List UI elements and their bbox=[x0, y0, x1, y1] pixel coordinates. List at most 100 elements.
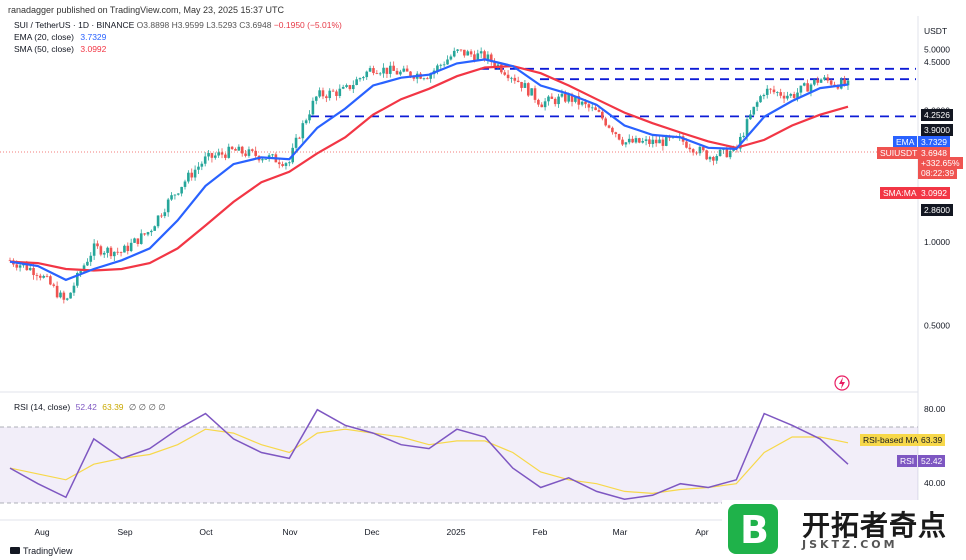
candle-body bbox=[483, 51, 486, 60]
candle-body bbox=[133, 238, 136, 243]
candle-body bbox=[99, 246, 103, 255]
candle-body bbox=[728, 150, 732, 158]
candle-body bbox=[819, 79, 823, 83]
candle-body bbox=[32, 267, 35, 276]
candle-body bbox=[479, 51, 483, 54]
candle-body bbox=[163, 212, 167, 217]
sma-line bbox=[9, 64, 849, 272]
candle-body bbox=[829, 80, 833, 85]
month-tick-label: Oct bbox=[199, 527, 213, 537]
candle-body bbox=[170, 195, 173, 200]
watermark-cn: 开拓者奇点 bbox=[802, 509, 948, 542]
candle-body bbox=[597, 110, 601, 112]
candle-body bbox=[594, 107, 597, 111]
candle-body bbox=[786, 95, 789, 99]
month-tick-label: Feb bbox=[533, 527, 548, 537]
candle-body bbox=[590, 107, 594, 109]
month-tick-label: Sep bbox=[117, 527, 132, 537]
candle-body bbox=[644, 139, 648, 141]
candle-body bbox=[641, 140, 645, 143]
candle-body bbox=[338, 88, 342, 96]
candle-body bbox=[577, 96, 581, 105]
candle-body bbox=[833, 84, 836, 86]
sma-tag-name: SMA:MA bbox=[880, 187, 920, 199]
candle-body bbox=[35, 275, 39, 276]
candle-body bbox=[230, 146, 234, 150]
candle-body bbox=[187, 172, 190, 182]
candle-body bbox=[65, 298, 69, 300]
candle-body bbox=[634, 138, 638, 143]
candle-body bbox=[331, 90, 335, 92]
candle-body bbox=[574, 96, 577, 102]
rsi-tag-value: 52.42 bbox=[918, 455, 946, 467]
candle-body bbox=[392, 65, 395, 71]
watermark-url: JSKTZ.COM bbox=[802, 538, 898, 551]
candle-body bbox=[809, 84, 813, 92]
candle-body bbox=[126, 245, 130, 252]
ema-legend-label: EMA (20, close) bbox=[14, 32, 74, 42]
candle-body bbox=[449, 56, 453, 60]
candle-body bbox=[564, 93, 567, 102]
lightning-icon[interactable] bbox=[834, 375, 850, 391]
candle-body bbox=[180, 186, 183, 194]
candle-body bbox=[82, 265, 86, 272]
candle-body bbox=[335, 91, 338, 96]
candle-body bbox=[166, 199, 170, 213]
candle-body bbox=[503, 72, 507, 75]
candle-body bbox=[136, 238, 140, 244]
symbol-title: SUI / TetherUS · 1D · BINANCE bbox=[14, 20, 135, 30]
candle-body bbox=[695, 152, 698, 154]
candle-body bbox=[156, 215, 160, 227]
symbol-tag-pct: +332.65% bbox=[918, 157, 963, 169]
candle-body bbox=[409, 71, 412, 77]
candle-body bbox=[688, 147, 692, 150]
candle-body bbox=[661, 139, 665, 146]
candle-body bbox=[648, 139, 651, 145]
ema-line bbox=[9, 58, 849, 282]
candle-body bbox=[143, 233, 146, 235]
candle-body bbox=[584, 101, 587, 105]
watermark-logo-letter: B bbox=[740, 508, 769, 552]
candle-body bbox=[102, 252, 106, 255]
candle-body bbox=[402, 68, 406, 72]
level-tag-3: 2.8600 bbox=[921, 204, 953, 216]
candle-body bbox=[691, 149, 695, 153]
candle-body bbox=[341, 86, 345, 89]
candle-body bbox=[782, 95, 786, 99]
candle-body bbox=[701, 146, 705, 151]
candle-body bbox=[796, 92, 799, 98]
candle-body bbox=[526, 83, 530, 96]
candle-body bbox=[452, 50, 456, 57]
watermark: B 开拓者奇点 JSKTZ.COM bbox=[722, 500, 964, 558]
candle-body bbox=[234, 149, 237, 151]
candle-body bbox=[113, 251, 116, 257]
sma-legend-value: 3.0992 bbox=[80, 44, 107, 54]
candle-body bbox=[456, 49, 459, 51]
candle-body bbox=[160, 215, 163, 217]
candle-body bbox=[244, 153, 247, 156]
candle-body bbox=[294, 137, 298, 148]
candle-body bbox=[742, 135, 745, 137]
candle-body bbox=[537, 99, 540, 105]
price-tick-label: 0.5000 bbox=[924, 320, 950, 330]
sma-legend: SMA (50, close) 3.0992 bbox=[14, 44, 106, 54]
candle-body bbox=[658, 139, 661, 144]
candle-body bbox=[843, 79, 846, 86]
tradingview-footer[interactable]: TradingView bbox=[10, 546, 73, 556]
ema-legend-value: 3.7329 bbox=[80, 32, 107, 42]
candle-body bbox=[183, 181, 187, 187]
candle-body bbox=[116, 251, 119, 253]
candle-body bbox=[426, 78, 429, 80]
candle-body bbox=[769, 88, 772, 90]
candle-body bbox=[281, 164, 284, 166]
candle-body bbox=[358, 78, 362, 80]
candle-body bbox=[523, 83, 527, 88]
candle-body bbox=[247, 149, 251, 156]
candle-body bbox=[106, 247, 109, 253]
candle-body bbox=[362, 77, 365, 79]
level-tag-2: 3.9000 bbox=[921, 124, 953, 136]
sma-tag-value: 3.0992 bbox=[918, 187, 950, 199]
candle-body bbox=[493, 61, 496, 67]
candle-body bbox=[473, 54, 476, 61]
candle-body bbox=[200, 163, 204, 167]
